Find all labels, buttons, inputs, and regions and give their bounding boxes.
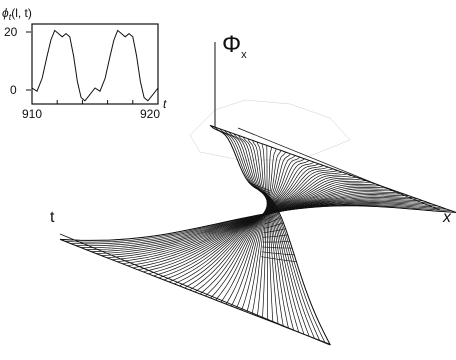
surface-mesh-line <box>80 202 438 248</box>
surface-crest-mesh-line <box>262 246 293 249</box>
inset-series-line <box>31 29 159 102</box>
inset-ytick-label-0: 0 <box>10 83 17 97</box>
surface-mesh-line <box>219 128 320 341</box>
surface-crest-mesh-line <box>253 186 271 196</box>
surface-crest-mesh-line <box>265 207 278 217</box>
surface-crest-mesh-line <box>248 182 271 192</box>
surface-diagonal-axis-line <box>59 233 331 346</box>
inset-ticks <box>31 100 159 104</box>
surface-mesh-line <box>228 131 310 337</box>
surface-ridge-line <box>237 127 441 211</box>
surface-mesh-line <box>252 140 284 327</box>
surface-crest-mesh-line <box>262 241 290 243</box>
surface-crest-mesh-line <box>264 217 282 225</box>
inset-xtick-label-920: 920 <box>140 107 160 121</box>
x-axis-label: x <box>442 209 452 226</box>
surface-mesh-line <box>266 145 269 321</box>
surface-crest-mesh-line <box>262 234 288 238</box>
wireframe-surface <box>59 99 456 346</box>
inset-plot: ϕt(l, t) 20 0 910 920 t <box>2 6 167 121</box>
surface-mesh-line <box>238 135 300 333</box>
surface-mesh-line <box>214 126 326 343</box>
inset-xtick-label-910: 910 <box>22 107 42 121</box>
phi-x-symbol: Φ <box>222 31 241 58</box>
inset-ylabel-args: (l, t) <box>11 6 32 20</box>
inset-plot-frame <box>31 23 159 105</box>
surface-crest-mesh-line <box>250 184 271 194</box>
surface-crest-mesh-line <box>265 204 276 214</box>
surface-mesh-line <box>242 136 295 331</box>
surface-outline <box>59 124 456 346</box>
inset-ylabel-subscript: t <box>9 12 12 22</box>
surface-mesh-line <box>223 130 315 339</box>
phi-x-subscript: x <box>241 49 247 61</box>
inset-xlabel: t <box>163 97 167 111</box>
surface-mesh-lines <box>59 124 456 346</box>
inset-ylabel-symbol: ϕ <box>2 6 9 20</box>
surface-crest-mesh-line <box>263 222 284 229</box>
t-axis-label: t <box>50 209 55 226</box>
surface-crest-mesh-line <box>264 212 280 221</box>
surface-crest-mesh-line <box>263 228 286 233</box>
surface-crest-hatching <box>189 99 351 161</box>
surface-crest-mesh-line <box>261 256 297 262</box>
inset-ylabel: ϕt(l, t) <box>2 6 32 22</box>
surface-crest-mesh-line <box>266 198 271 209</box>
surface-crest-mesh-line <box>265 200 273 211</box>
surface-crest-mesh-line <box>255 187 270 197</box>
surface-mesh-line <box>247 138 289 329</box>
phi-x-label: Φx <box>222 31 247 61</box>
surface-crest-mesh-line <box>261 251 295 256</box>
surface-mesh-line <box>233 133 305 335</box>
inset-ytick-label-20: 20 <box>4 25 18 39</box>
